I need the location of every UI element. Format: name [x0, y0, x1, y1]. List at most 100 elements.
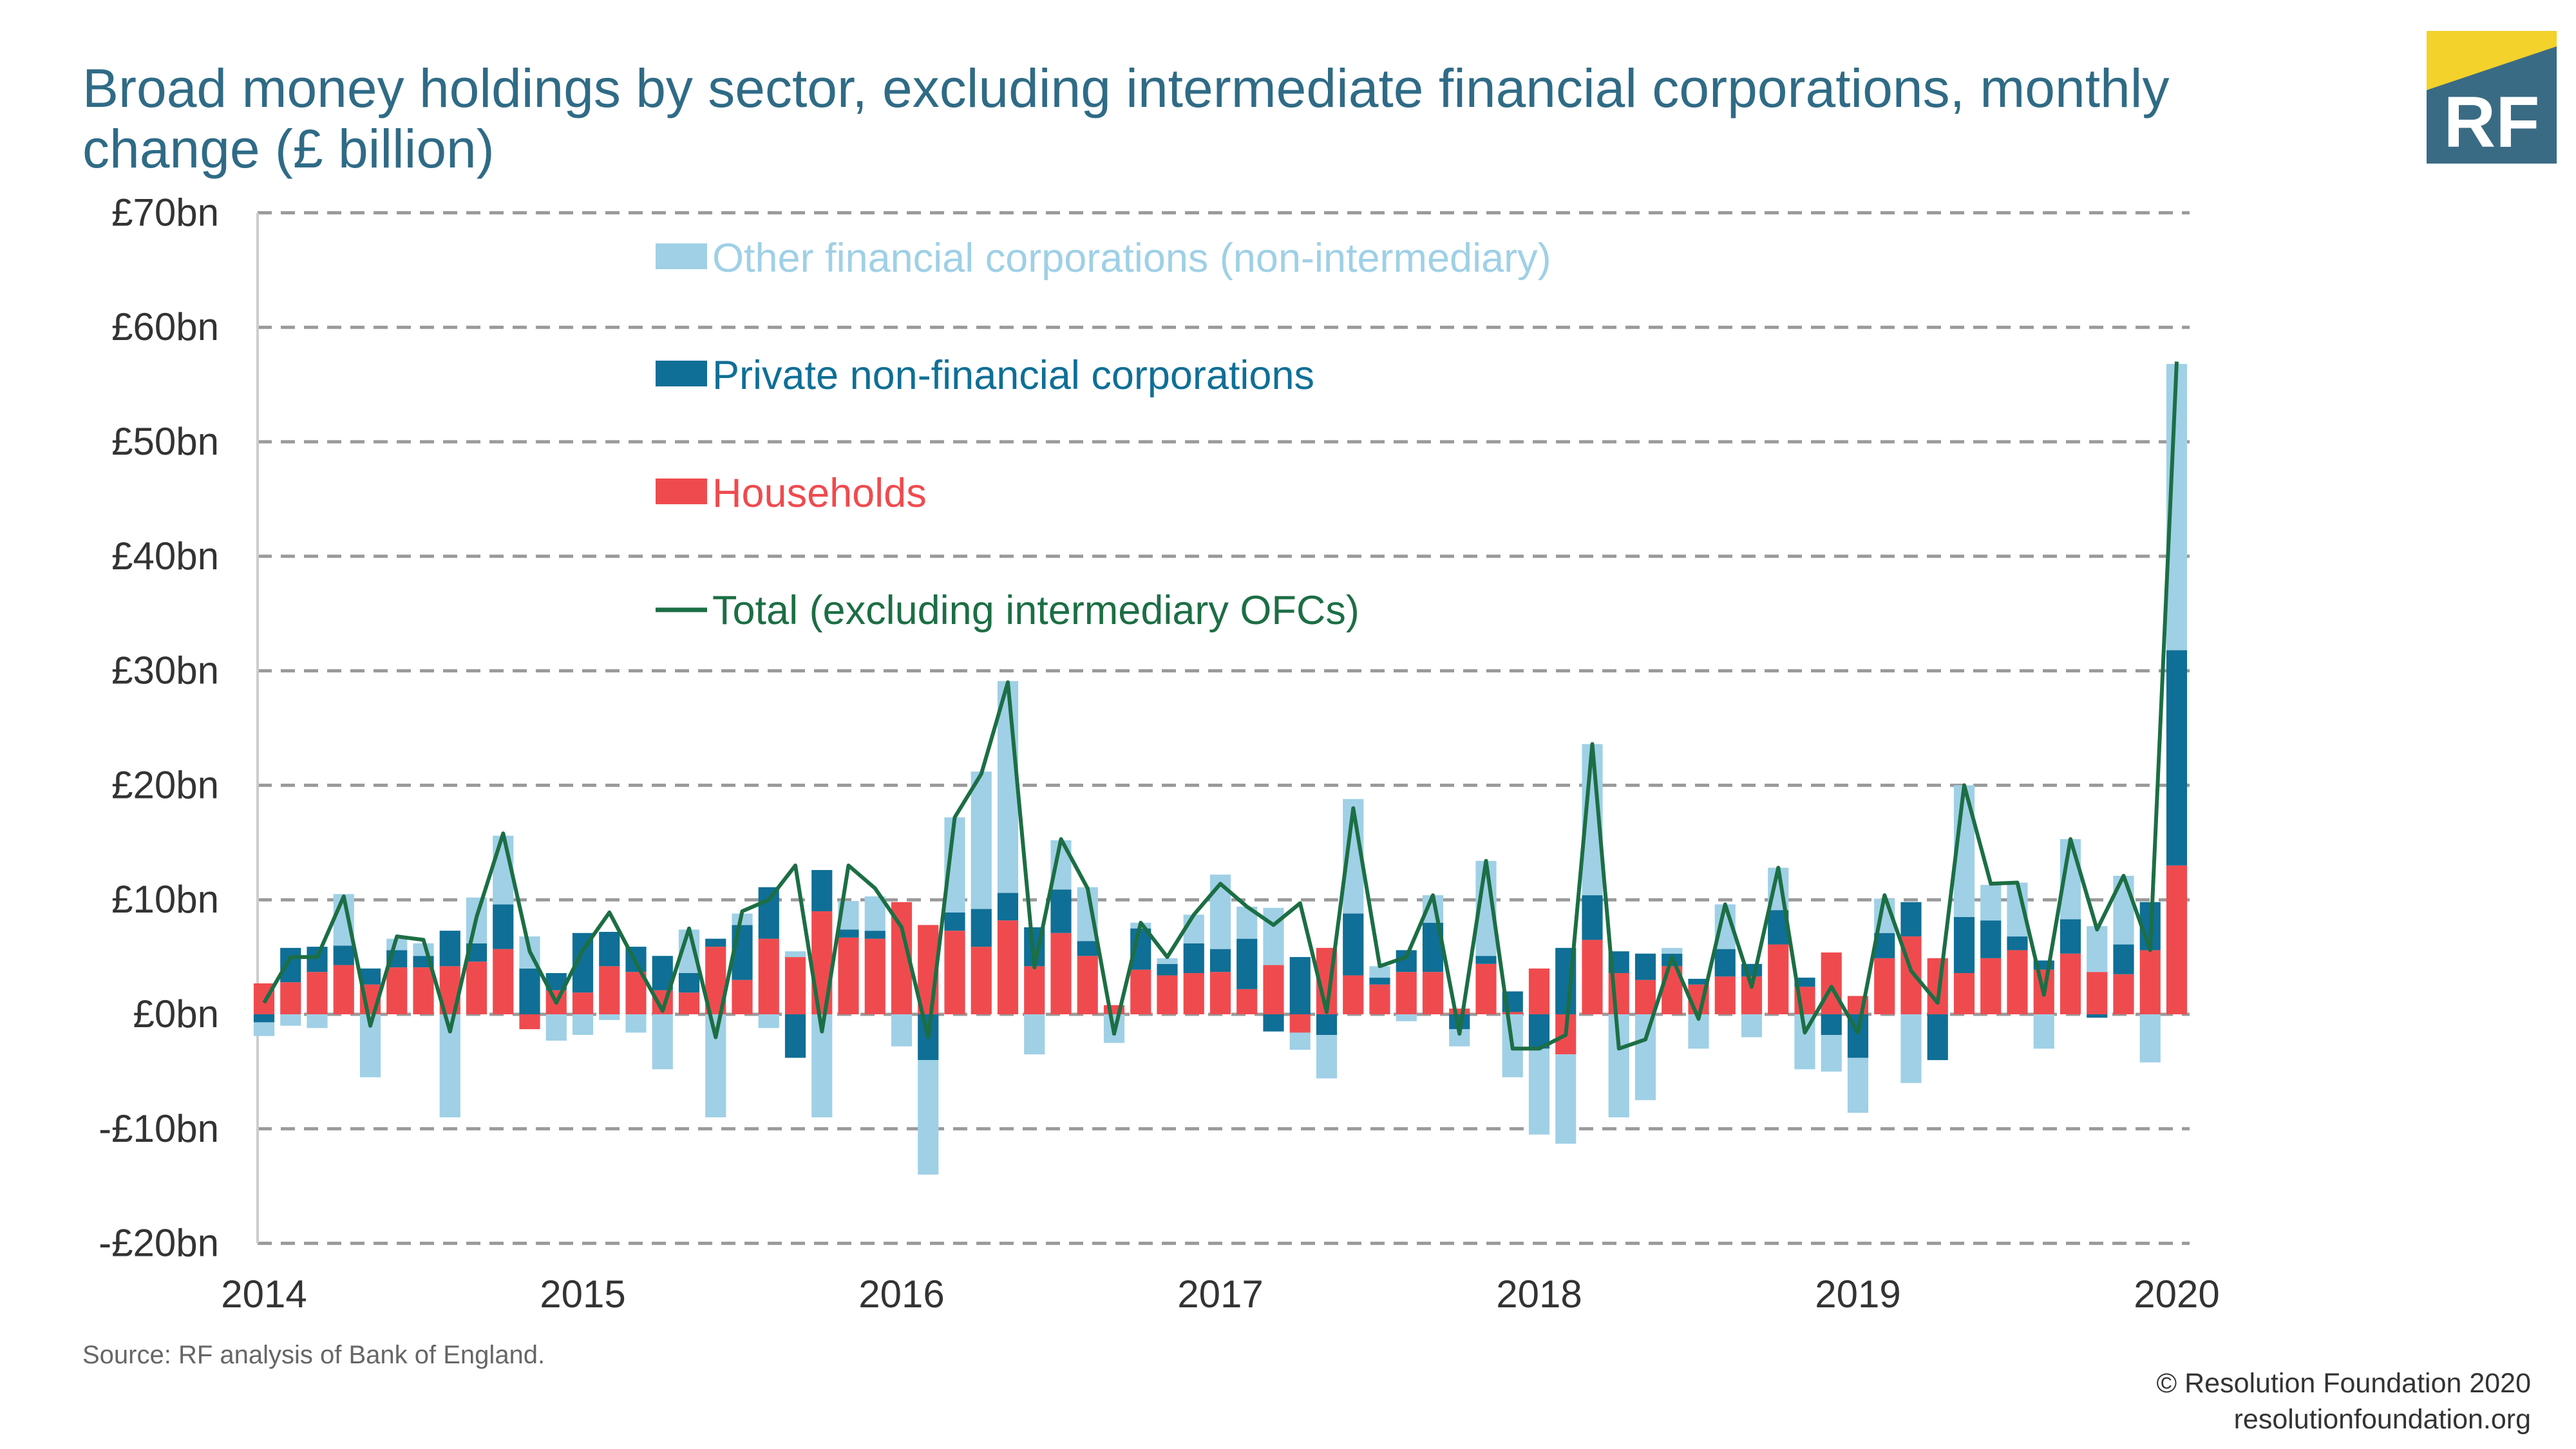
- bar-hh: [1502, 1012, 1523, 1014]
- bar-pnfc: [2087, 1014, 2108, 1018]
- bar-hh: [1528, 968, 1550, 1014]
- bar-ofc: [2087, 926, 2108, 972]
- bar-pnfc: [1634, 953, 1656, 980]
- bar-hh: [1024, 966, 1045, 1014]
- bar-ofc: [1980, 885, 2002, 921]
- bar-hh: [1634, 980, 1656, 1014]
- bar-hh: [1475, 963, 1497, 1014]
- bar-pnfc: [811, 869, 833, 911]
- bar-pnfc: [1289, 957, 1311, 1014]
- bar-hh: [732, 980, 753, 1014]
- website-text: resolutionfoundation.org: [2233, 1404, 2531, 1435]
- bar-pnfc: [1688, 978, 1709, 985]
- logo-corner: [2427, 31, 2557, 90]
- y-tick-label: £60bn: [111, 305, 219, 348]
- bar-ofc: [1396, 1014, 1417, 1021]
- bar-pnfc: [1369, 978, 1390, 985]
- bar-pnfc: [333, 945, 354, 965]
- copyright-text: © Resolution Foundation 2020: [2156, 1368, 2531, 1399]
- bar-ofc: [1528, 1048, 1550, 1135]
- bar-ofc: [1555, 1054, 1577, 1144]
- bar-hh: [413, 967, 434, 1014]
- bar-pnfc: [1900, 902, 1922, 937]
- bar-pnfc: [971, 909, 992, 947]
- legend-label-pnfc: Private non-financial corporations: [712, 353, 1314, 398]
- legend-swatch-hh: [656, 478, 707, 504]
- bar-hh: [864, 938, 886, 1014]
- bar-pnfc: [784, 1014, 806, 1058]
- bar-hh: [1980, 958, 2002, 1014]
- bar-ofc: [971, 772, 992, 909]
- bar-pnfc: [1714, 949, 1736, 977]
- bar-ofc: [758, 1014, 779, 1028]
- bar-hh: [307, 972, 328, 1014]
- bar-ofc: [2139, 1014, 2161, 1063]
- bar-hh: [1768, 944, 1789, 1014]
- copyright-block: © Resolution Foundation 2020 resolutionf…: [2156, 1365, 2531, 1437]
- bar-hh: [811, 911, 833, 1014]
- bar-ofc: [1662, 947, 1683, 954]
- bar-pnfc: [439, 931, 460, 967]
- y-tick-label: £20bn: [111, 763, 219, 806]
- bar-pnfc: [2113, 944, 2134, 974]
- bar-pnfc: [1263, 1014, 1284, 1032]
- bar-ofc: [997, 681, 1019, 893]
- source-note: Source: RF analysis of Bank of England.: [82, 1341, 545, 1369]
- bar-ofc: [1821, 1035, 1842, 1072]
- bar-hh: [1183, 972, 1204, 1014]
- bar-ofc: [1316, 1035, 1338, 1079]
- bar-hh: [678, 992, 700, 1014]
- bar-pnfc: [307, 947, 328, 972]
- bar-ofc: [891, 1014, 913, 1046]
- rf-logo: RF: [2427, 31, 2557, 164]
- bar-ofc: [625, 1014, 647, 1033]
- bar-hh: [2060, 953, 2081, 1014]
- bar-pnfc: [1475, 956, 1497, 964]
- bar-pnfc: [1209, 949, 1231, 972]
- bar-hh: [1821, 952, 1842, 1014]
- axes: -£20bn -£10bn £0bn £10bn £20bn £30bn £40bn £50b…: [99, 191, 2220, 1316]
- bar-ofc: [652, 1014, 673, 1070]
- bar-hh: [1209, 972, 1231, 1014]
- bar-hh: [493, 949, 514, 1014]
- bar-hh: [784, 957, 806, 1014]
- bar-pnfc: [997, 893, 1019, 921]
- x-tick-label: 2015: [540, 1273, 625, 1316]
- bar-pnfc: [705, 938, 726, 947]
- bar-ofc: [918, 1060, 939, 1175]
- bar-ofc: [1741, 1014, 1763, 1037]
- bar-pnfc: [599, 931, 620, 967]
- bar-hh: [758, 938, 779, 1014]
- gridlines: [258, 211, 2190, 1245]
- bar-pnfc: [1794, 978, 1815, 987]
- bar-pnfc: [864, 931, 886, 939]
- bar-pnfc: [2166, 650, 2188, 866]
- total-line-path: [262, 361, 2179, 1051]
- y-tick-label: £30bn: [111, 649, 219, 692]
- bar-pnfc: [1157, 963, 1178, 976]
- logo-text: RF: [2443, 82, 2539, 162]
- y-tick-label: £10bn: [111, 878, 219, 921]
- bar-hh: [971, 947, 992, 1014]
- bar-pnfc: [1953, 916, 1975, 973]
- bar-pnfc: [2060, 919, 2081, 954]
- legend-label-total: Total (excluding intermediary OFCs): [712, 588, 1359, 633]
- bar-hh: [1050, 933, 1072, 1014]
- legend-swatch-pnfc: [656, 361, 707, 386]
- bar-ofc: [1024, 1014, 1045, 1055]
- bar-ofc: [599, 1014, 620, 1020]
- bar-hh: [599, 966, 620, 1014]
- bar-hh: [519, 1014, 540, 1030]
- bar-pnfc: [359, 968, 381, 985]
- bar-pnfc: [493, 904, 514, 949]
- y-tick-label: £40bn: [111, 535, 219, 578]
- bar-ofc: [1209, 875, 1231, 949]
- y-tick-label: -£10bn: [99, 1107, 219, 1150]
- x-tick-label: 2018: [1496, 1273, 1582, 1316]
- bar-pnfc: [838, 929, 859, 938]
- bar-ofc: [1847, 1057, 1869, 1113]
- bar-hh: [2139, 950, 2161, 1014]
- bar-hh: [944, 931, 965, 1014]
- bar-ofc: [864, 896, 886, 931]
- x-tick-label: 2020: [2134, 1273, 2219, 1316]
